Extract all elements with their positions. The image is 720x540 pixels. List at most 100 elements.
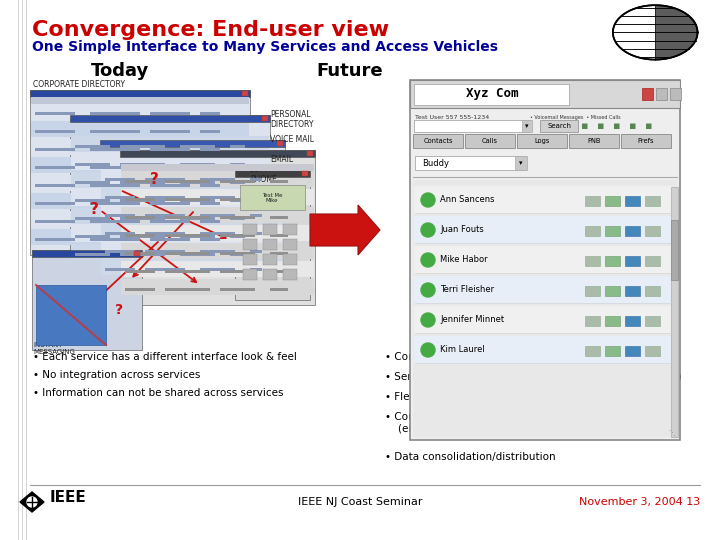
Bar: [413, 180, 677, 437]
Bar: [145, 268, 185, 271]
Bar: [200, 166, 220, 169]
Bar: [270, 234, 288, 237]
Bar: [243, 269, 257, 280]
Bar: [145, 178, 185, 181]
Text: Future: Future: [317, 62, 383, 80]
Bar: [71, 136, 269, 152]
Bar: [270, 252, 288, 255]
Bar: [235, 170, 310, 177]
Bar: [101, 205, 284, 221]
Bar: [75, 145, 110, 148]
Bar: [200, 232, 235, 235]
Bar: [220, 198, 255, 201]
Bar: [625, 196, 640, 206]
Bar: [414, 120, 529, 132]
Bar: [165, 252, 210, 255]
Bar: [250, 196, 262, 199]
Bar: [35, 220, 75, 223]
Text: • Each service has a different interface look & feel: • Each service has a different interface…: [33, 352, 297, 362]
Circle shape: [421, 343, 435, 357]
Bar: [465, 134, 515, 148]
Bar: [125, 252, 155, 255]
Bar: [90, 166, 140, 169]
Bar: [180, 253, 215, 256]
Bar: [302, 171, 308, 176]
Bar: [31, 175, 249, 191]
Bar: [35, 202, 75, 205]
Bar: [230, 181, 245, 184]
Bar: [31, 121, 249, 137]
Bar: [243, 254, 257, 265]
Text: • Correspondences sorted by contact, not method
    (email vs call log): • Correspondences sorted by contact, not…: [385, 412, 647, 434]
Bar: [120, 253, 165, 256]
Bar: [605, 196, 620, 206]
Bar: [230, 145, 245, 148]
Text: ▪: ▪: [613, 121, 621, 131]
Bar: [90, 148, 140, 151]
Bar: [200, 178, 235, 181]
Bar: [645, 226, 660, 236]
Bar: [200, 112, 220, 115]
Bar: [605, 316, 620, 326]
Bar: [522, 120, 532, 132]
Bar: [230, 217, 245, 220]
Bar: [31, 229, 249, 245]
Bar: [90, 238, 140, 241]
Bar: [150, 202, 190, 205]
Bar: [30, 90, 250, 97]
Bar: [180, 235, 215, 238]
Bar: [90, 184, 140, 187]
Bar: [250, 214, 262, 217]
Bar: [120, 181, 165, 184]
Bar: [410, 80, 680, 108]
Bar: [165, 288, 210, 291]
Text: Test User 557 555-1234: Test User 557 555-1234: [415, 115, 490, 120]
Bar: [105, 268, 135, 271]
Bar: [165, 198, 210, 201]
Bar: [90, 130, 140, 133]
Bar: [180, 163, 215, 166]
Text: ▪: ▪: [598, 121, 605, 131]
Text: One Simple Interface to Many Services and Access Vehicles: One Simple Interface to Many Services an…: [32, 40, 498, 54]
Bar: [230, 199, 245, 202]
Text: Kim Laurel: Kim Laurel: [440, 346, 485, 354]
Bar: [31, 139, 249, 155]
Text: • Information can not be shared across services: • Information can not be shared across s…: [33, 388, 284, 398]
Text: • Services gracefully transition (IM to Voice to video call): • Services gracefully transition (IM to …: [385, 372, 682, 382]
Bar: [645, 316, 660, 326]
Bar: [230, 235, 245, 238]
Bar: [105, 214, 135, 217]
Bar: [540, 120, 578, 132]
Bar: [270, 216, 288, 219]
Bar: [200, 268, 235, 271]
Bar: [283, 254, 297, 265]
Bar: [165, 234, 210, 237]
Circle shape: [421, 223, 435, 237]
Bar: [220, 288, 255, 291]
Bar: [283, 224, 297, 235]
Bar: [415, 156, 525, 170]
Bar: [200, 196, 235, 199]
Text: November 3, 2004 13: November 3, 2004 13: [579, 497, 700, 507]
Text: Calls: Calls: [482, 138, 498, 144]
Text: IEEE NJ Coast Seminar: IEEE NJ Coast Seminar: [298, 497, 422, 507]
Bar: [414, 216, 672, 244]
Text: • Data consolidation/distribution: • Data consolidation/distribution: [385, 452, 556, 462]
Bar: [100, 140, 285, 285]
Bar: [625, 286, 640, 296]
Bar: [71, 190, 269, 206]
Bar: [35, 130, 75, 133]
Bar: [200, 250, 235, 253]
Text: VOICE MAIL: VOICE MAIL: [270, 135, 314, 144]
Bar: [101, 187, 284, 203]
Bar: [105, 178, 135, 181]
Text: ⋱: ⋱: [668, 429, 675, 435]
Bar: [625, 346, 640, 356]
Bar: [32, 250, 142, 257]
Text: ▪: ▪: [645, 121, 653, 131]
Bar: [645, 256, 660, 266]
Bar: [35, 184, 75, 187]
Bar: [150, 238, 190, 241]
Bar: [645, 286, 660, 296]
Circle shape: [421, 313, 435, 327]
